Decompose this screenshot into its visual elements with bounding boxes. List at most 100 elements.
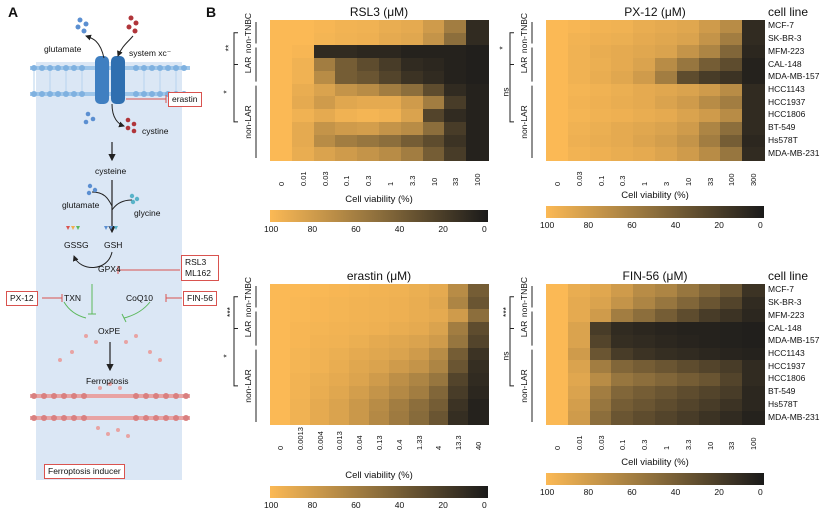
cell-line-label: HCC1937: [768, 360, 806, 371]
heatmap-cell: [408, 284, 430, 298]
heatmap-cell: [546, 96, 569, 110]
group-label: non-LAR: [519, 105, 529, 139]
heatmap-cell: [428, 296, 449, 311]
x-tick-label: 1: [640, 181, 650, 186]
heatmap-cell: [291, 121, 315, 136]
colorbar-tick: 0: [482, 500, 487, 510]
heatmap-cell: [428, 385, 449, 400]
heatmap-cell: [400, 134, 424, 148]
colorbar-tick: 0: [482, 224, 487, 234]
heatmap-cell: [270, 309, 291, 323]
heatmap-cell: [698, 284, 721, 298]
heatmap-cell: [633, 45, 656, 59]
heatmap-cell: [369, 347, 390, 361]
heatmap-cell: [444, 96, 467, 110]
heatmap-cell: [468, 309, 489, 323]
colorbar: [270, 210, 488, 222]
heatmap-cell: [422, 83, 445, 97]
heatmap-cell: [589, 45, 612, 59]
heatmap-cell: [357, 70, 380, 85]
heatmap-title: FIN-56 (μM): [622, 269, 688, 283]
heatmap-cell: [742, 70, 765, 85]
heatmap-cell: [349, 373, 370, 387]
heatmap-cell: [655, 385, 678, 400]
heatmap-cell: [357, 45, 380, 59]
x-tick-label: 1: [385, 181, 395, 186]
heatmap-cell: [589, 347, 612, 361]
heatmap-cell: [567, 70, 591, 85]
x-tick-label: 0.013: [335, 431, 345, 450]
ferroptosis-inducer-legend: Ferroptosis inducer: [44, 464, 125, 479]
heatmap-cell: [676, 83, 700, 97]
ml162-label: ML162: [185, 268, 211, 278]
heatmap-cell: [468, 411, 489, 425]
heatmap-cell: [546, 322, 569, 336]
x-tick-label: 10: [429, 177, 439, 186]
heatmap-cell: [567, 121, 591, 136]
heatmap-cell: [309, 334, 331, 349]
heatmap-cell: [611, 322, 634, 336]
cell-line-label: Hs578T: [768, 134, 798, 145]
heatmap-cell: [329, 334, 350, 349]
heatmap-cell: [335, 134, 358, 148]
group-label: LAR: [519, 56, 529, 73]
heatmap-cell: [270, 109, 293, 123]
group-label: non-TNBC: [243, 12, 253, 53]
cell-line-label: SK-BR-3: [768, 33, 802, 44]
glutamate-in-label: glutamate: [62, 200, 100, 210]
heatmap-cell: [428, 322, 449, 336]
heatmap-cell: [408, 296, 430, 311]
heatmap-cell: [698, 385, 721, 400]
cell-line-label: HCC1143: [768, 348, 805, 358]
heatmap-cell: [291, 45, 315, 59]
heatmap-cell: [335, 83, 358, 97]
glutamate-molecule-icon: [75, 17, 89, 34]
heatmap-cell: [589, 385, 612, 400]
heatmap-cell: [388, 347, 410, 361]
heatmap-cell: [676, 411, 700, 425]
heatmap-cell: [698, 334, 721, 349]
heatmap-cell: [633, 20, 656, 34]
fin56-box: FIN-56: [183, 291, 217, 306]
heatmap-cell: [546, 109, 569, 123]
heatmap-cell: [633, 134, 656, 148]
heatmap-cell: [611, 70, 634, 85]
heatmap-cell: [422, 20, 445, 34]
heatmap-cell: [291, 147, 315, 161]
heatmap-cell: [655, 121, 678, 136]
colorbar-tick: 60: [627, 487, 637, 497]
heatmap-cell: [611, 398, 634, 412]
cell-line-label: HCC1143: [768, 84, 805, 94]
heatmap-cell: [589, 134, 612, 148]
heatmap-cell: [546, 121, 569, 136]
heatmap-cell: [335, 20, 358, 34]
x-tick-label: 0.13: [375, 435, 384, 450]
coq10-label: CoQ10: [126, 293, 153, 303]
cell-line-label: HCC1806: [768, 373, 806, 384]
heatmap-cell: [329, 411, 350, 425]
cell-line-label: BT-549: [768, 386, 796, 397]
cell-line-title: cell line: [768, 269, 809, 283]
heatmap-cell: [270, 385, 291, 400]
cell-line-label: BT-549: [768, 122, 796, 133]
heatmap-cell: [655, 147, 678, 161]
heatmap-cell: [567, 96, 591, 110]
colorbar-tick: 40: [394, 224, 405, 234]
heatmap-cell: [289, 347, 311, 361]
heatmap-cell: [567, 385, 591, 400]
heatmap-cell: [611, 96, 634, 110]
heatmap-cell: [289, 296, 311, 311]
x-tick-label: 0.01: [574, 435, 584, 450]
heatmap-cell: [349, 284, 370, 298]
heatmap-cell: [698, 109, 721, 123]
heatmap-cell: [611, 83, 634, 97]
heatmap-cell: [633, 360, 656, 374]
heatmap-cell: [349, 347, 370, 361]
heatmap-cell: [309, 284, 331, 298]
heatmap-cell: [468, 360, 489, 374]
heatmap-cell: [546, 309, 569, 323]
heatmap-cell: [633, 32, 656, 47]
heatmap-cell: [388, 360, 410, 374]
heatmap-cell: [309, 296, 331, 311]
oxpe-lipid-icons: [58, 334, 162, 362]
